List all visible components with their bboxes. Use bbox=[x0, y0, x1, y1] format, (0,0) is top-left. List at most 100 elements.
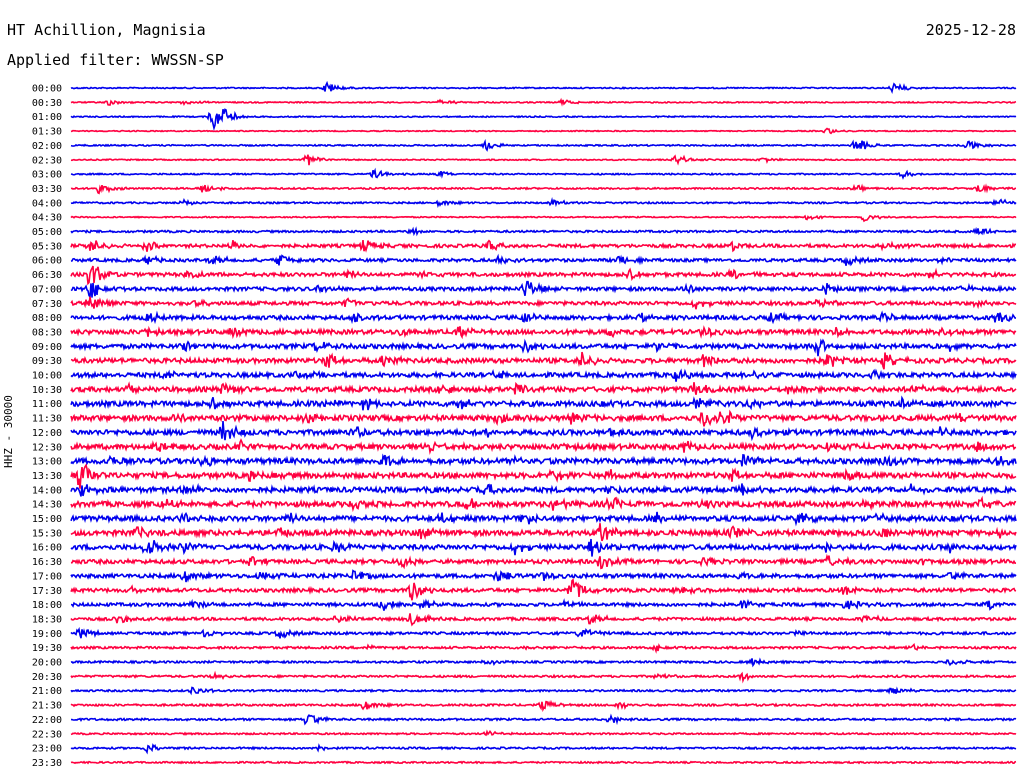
time-tick-label: 03:30 bbox=[32, 184, 62, 195]
time-tick-label: 00:30 bbox=[32, 98, 62, 109]
trace-0630 bbox=[70, 265, 1017, 286]
trace-0330 bbox=[70, 183, 1017, 195]
trace-1600 bbox=[70, 538, 1017, 557]
trace-0200 bbox=[70, 138, 1017, 152]
trace-1830 bbox=[70, 613, 1017, 627]
time-tick-label: 22:00 bbox=[32, 715, 62, 726]
time-tick-label: 11:00 bbox=[32, 399, 62, 410]
trace-1700 bbox=[70, 569, 1017, 583]
trace-1230 bbox=[70, 438, 1017, 455]
filter-label: Applied filter: WWSSN-SP bbox=[7, 51, 224, 69]
trace-0100 bbox=[70, 108, 1017, 132]
trace-1130 bbox=[70, 409, 1017, 427]
time-tick-label: 13:00 bbox=[32, 457, 62, 468]
time-tick-label: 02:30 bbox=[32, 155, 62, 166]
trace-1530 bbox=[70, 523, 1017, 542]
trace-0130 bbox=[70, 127, 1017, 135]
trace-1900 bbox=[70, 626, 1017, 639]
time-tick-label: 20:00 bbox=[32, 658, 62, 669]
trace-1000 bbox=[70, 368, 1017, 382]
trace-1730 bbox=[70, 578, 1017, 601]
trace-1500 bbox=[70, 511, 1017, 527]
time-tick-label: 08:00 bbox=[32, 313, 62, 324]
time-tick-label: 16:00 bbox=[32, 543, 62, 554]
time-tick-label: 18:00 bbox=[32, 600, 62, 611]
time-tick-label: 19:30 bbox=[32, 643, 62, 654]
trace-2300 bbox=[70, 743, 1017, 755]
time-tick-label: 13:30 bbox=[32, 471, 62, 482]
time-tick-label: 05:30 bbox=[32, 241, 62, 252]
time-tick-label: 12:00 bbox=[32, 428, 62, 439]
time-tick-label: 10:30 bbox=[32, 385, 62, 396]
time-tick-label: 09:30 bbox=[32, 356, 62, 367]
trace-0600 bbox=[70, 253, 1017, 267]
time-tick-label: 01:30 bbox=[32, 127, 62, 138]
time-tick-label: 12:30 bbox=[32, 442, 62, 453]
time-tick-label: 10:00 bbox=[32, 371, 62, 382]
time-tick-label: 22:30 bbox=[32, 729, 62, 740]
trace-0400 bbox=[70, 197, 1017, 208]
trace-2200 bbox=[71, 713, 1017, 726]
trace-1300 bbox=[70, 453, 1017, 468]
trace-0900 bbox=[70, 338, 1017, 357]
trace-1030 bbox=[70, 381, 1017, 396]
time-tick-label: 15:30 bbox=[32, 528, 62, 539]
trace-0500 bbox=[70, 226, 1017, 237]
time-tick-label: 11:30 bbox=[32, 414, 62, 425]
trace-0300 bbox=[70, 167, 1017, 180]
trace-0730 bbox=[70, 296, 1017, 310]
time-tick-label: 23:00 bbox=[32, 744, 62, 755]
trace-2230 bbox=[70, 729, 1017, 737]
time-tick-label: 08:30 bbox=[32, 327, 62, 338]
trace-1200 bbox=[70, 421, 1017, 442]
trace-1100 bbox=[70, 395, 1017, 411]
time-tick-label: 16:30 bbox=[32, 557, 62, 568]
trace-0830 bbox=[70, 325, 1017, 340]
time-tick-label: 04:00 bbox=[32, 198, 62, 209]
time-tick-label: 20:30 bbox=[32, 672, 62, 683]
time-tick-label: 17:30 bbox=[32, 586, 62, 597]
time-tick-label: 05:00 bbox=[32, 227, 62, 238]
time-tick-label: 15:00 bbox=[32, 514, 62, 525]
trace-0000 bbox=[70, 80, 1017, 95]
station-title: HT Achillion, Magnisia bbox=[7, 21, 206, 39]
time-tick-label: 14:30 bbox=[32, 500, 62, 511]
trace-1630 bbox=[70, 553, 1017, 570]
trace-2030 bbox=[70, 670, 1017, 684]
time-tick-label: 23:30 bbox=[32, 758, 62, 769]
time-tick-label: 06:30 bbox=[32, 270, 62, 281]
time-tick-label: 07:30 bbox=[32, 299, 62, 310]
time-tick-label: 18:30 bbox=[32, 614, 62, 625]
time-tick-label: 07:00 bbox=[32, 284, 62, 295]
time-tick-label: 14:00 bbox=[32, 485, 62, 496]
trace-2000 bbox=[70, 657, 1017, 668]
time-tick-label: 04:30 bbox=[32, 213, 62, 224]
time-tick-label: 09:00 bbox=[32, 342, 62, 353]
date-label: 2025-12-28 bbox=[925, 21, 1016, 39]
trace-0800 bbox=[70, 310, 1017, 325]
trace-0430 bbox=[70, 214, 1017, 223]
trace-0930 bbox=[70, 351, 1017, 370]
trace-1400 bbox=[70, 482, 1017, 497]
time-tick-label: 06:00 bbox=[32, 256, 62, 267]
time-tick-label: 00:00 bbox=[32, 84, 62, 95]
trace-1430 bbox=[70, 495, 1017, 513]
time-tick-label: 02:00 bbox=[32, 141, 62, 152]
trace-0530 bbox=[70, 239, 1017, 253]
trace-2130 bbox=[70, 699, 1017, 713]
time-tick-label: 01:00 bbox=[32, 112, 62, 123]
trace-1330 bbox=[70, 463, 1017, 489]
time-tick-label: 03:00 bbox=[32, 170, 62, 181]
time-tick-label: 19:00 bbox=[32, 629, 62, 640]
trace-0030 bbox=[70, 97, 1017, 107]
time-tick-label: 21:30 bbox=[32, 701, 62, 712]
trace-2100 bbox=[70, 686, 1017, 696]
trace-1930 bbox=[70, 643, 1017, 654]
trace-2330 bbox=[70, 760, 1017, 765]
trace-0230 bbox=[70, 154, 1017, 166]
trace-0700 bbox=[70, 280, 1017, 300]
trace-1800 bbox=[70, 598, 1017, 611]
time-tick-label: 17:00 bbox=[32, 571, 62, 582]
time-tick-label: 21:00 bbox=[32, 686, 62, 697]
